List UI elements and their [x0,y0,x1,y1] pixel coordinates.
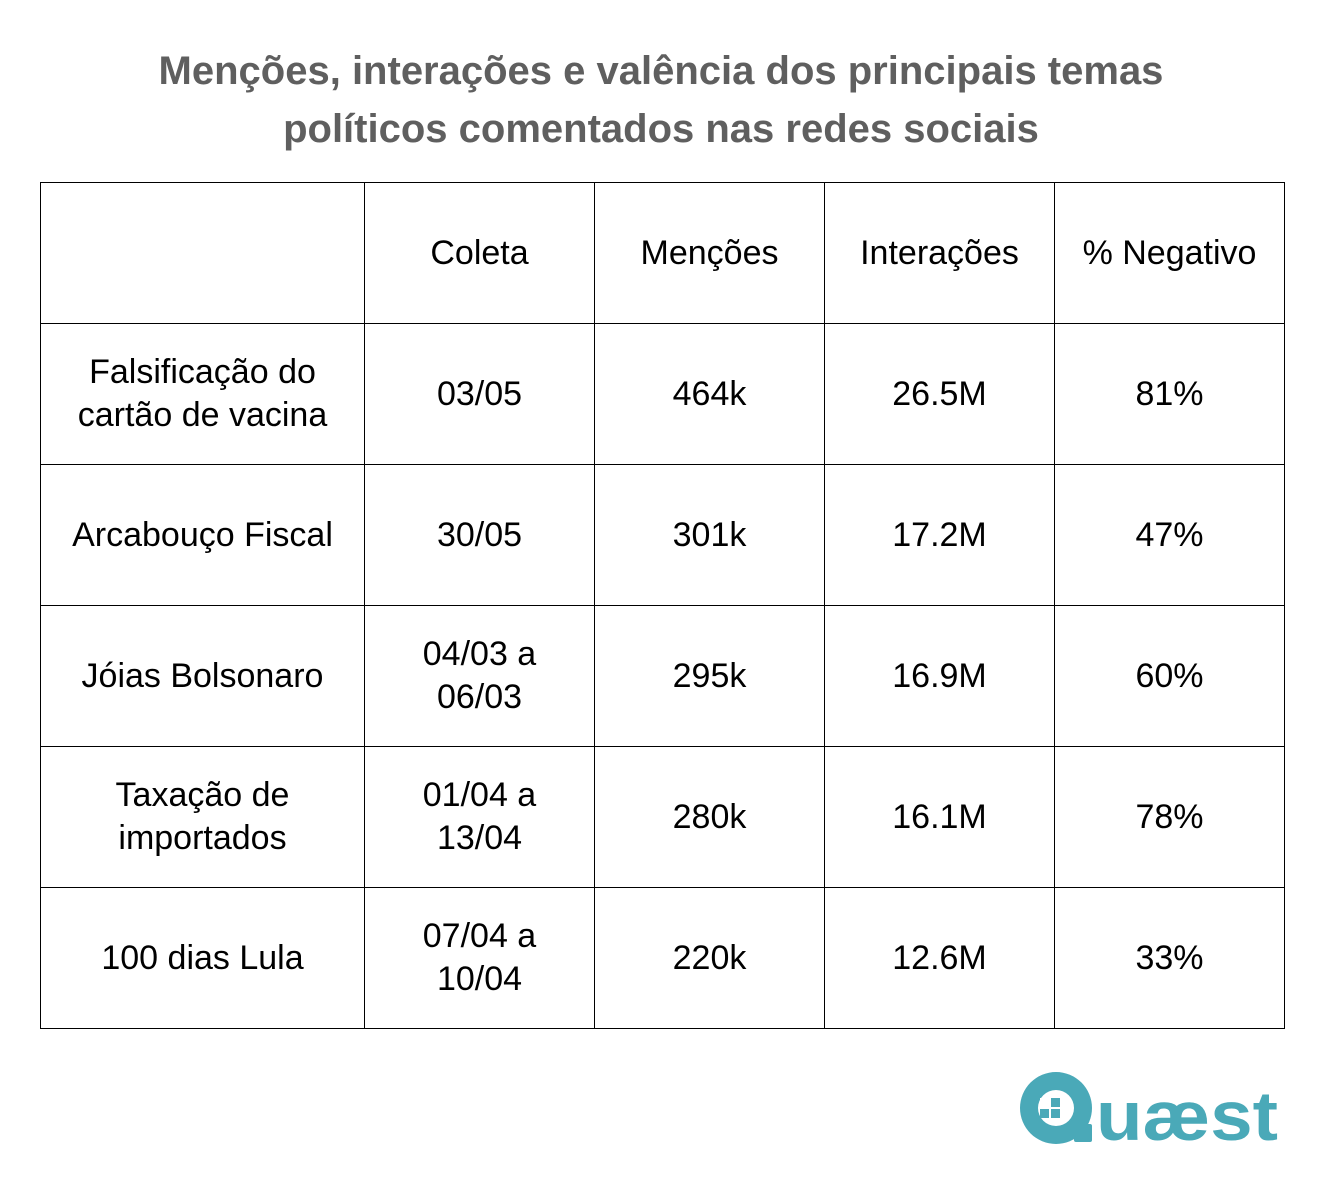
page-title: Menções, interações e valência dos princ… [0,42,1322,158]
cell-topic: Jóias Bolsonaro [40,605,365,747]
logo-wordmark: uæst [1096,1077,1278,1148]
table-row: Falsificação do cartão de vacina 03/05 4… [40,323,1285,465]
cell-coleta: 04/03 a 06/03 [364,605,595,747]
cell-interacoes: 17.2M [824,464,1055,606]
table-row: 100 dias Lula 07/04 a 10/04 220k 12.6M 3… [40,887,1285,1029]
cell-topic: Arcabouço Fiscal [40,464,365,606]
header-coleta: Coleta [364,182,595,324]
cell-coleta: 30/05 [364,464,595,606]
cell-coleta: 03/05 [364,323,595,465]
header-topic [40,182,365,324]
header-interacoes: Interações [824,182,1055,324]
header-negativo: % Negativo [1054,182,1285,324]
cell-negativo: 81% [1054,323,1285,465]
cell-topic: 100 dias Lula [40,887,365,1029]
cell-mencoes: 280k [594,746,825,888]
cell-interacoes: 16.1M [824,746,1055,888]
cell-mencoes: 464k [594,323,825,465]
cell-negativo: 33% [1054,887,1285,1029]
cell-coleta: 07/04 a 10/04 [364,887,595,1029]
table-row: Arcabouço Fiscal 30/05 301k 17.2M 47% [40,464,1285,606]
cell-interacoes: 16.9M [824,605,1055,747]
cell-mencoes: 301k [594,464,825,606]
table-row: Taxação de importados 01/04 a 13/04 280k… [40,746,1285,888]
cell-negativo: 47% [1054,464,1285,606]
cell-mencoes: 220k [594,887,825,1029]
title-line-2: políticos comentados nas redes sociais [283,107,1039,151]
cell-negativo: 78% [1054,746,1285,888]
cell-topic: Taxação de importados [40,746,365,888]
cell-topic: Falsificação do cartão de vacina [40,323,365,465]
cell-coleta: 01/04 a 13/04 [364,746,595,888]
title-line-1: Menções, interações e valência dos princ… [158,49,1164,93]
quaest-logo: uæst [1020,1072,1278,1148]
cell-interacoes: 26.5M [824,323,1055,465]
cell-negativo: 60% [1054,605,1285,747]
cell-interacoes: 12.6M [824,887,1055,1029]
data-table: Coleta Menções Interações % Negativo Fal… [40,182,1285,1029]
header-mencoes: Menções [594,182,825,324]
table-header-row: Coleta Menções Interações % Negativo [40,182,1285,324]
table-row: Jóias Bolsonaro 04/03 a 06/03 295k 16.9M… [40,605,1285,747]
cell-mencoes: 295k [594,605,825,747]
